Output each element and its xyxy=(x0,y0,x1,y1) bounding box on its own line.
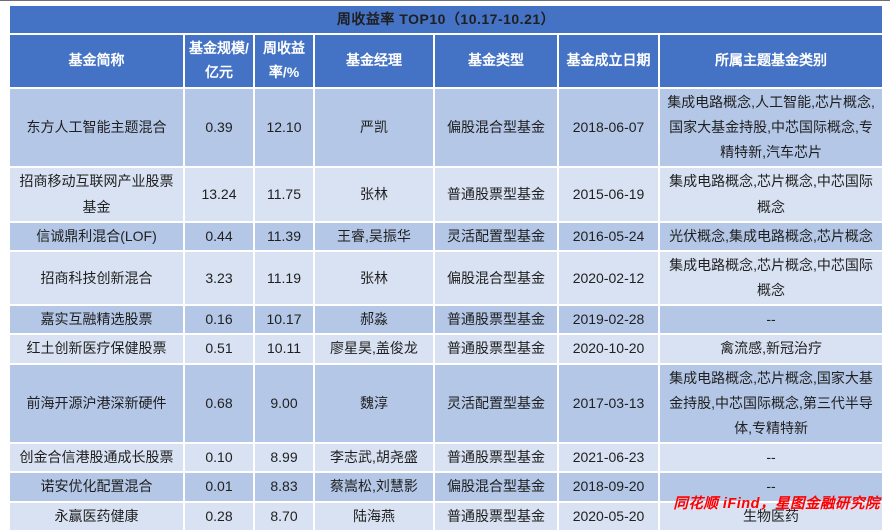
fund-scale-cell: 0.16 xyxy=(183,304,255,336)
fund-manager-cell: 李志武,胡尧盛 xyxy=(313,442,435,474)
col-header-fund-name: 基金简称 xyxy=(8,33,185,89)
fund-name-cell: 招商科技创新混合 xyxy=(8,249,185,307)
col-header-fund-scale: 基金规模/亿元 xyxy=(183,33,255,89)
fund-manager-cell: 陆海燕 xyxy=(313,500,435,532)
weekly-return-cell: 10.17 xyxy=(253,304,315,336)
fund-type-cell: 偏股混合型基金 xyxy=(433,249,559,307)
fund-manager-cell: 郝淼 xyxy=(313,304,435,336)
theme-category-cell: -- xyxy=(657,304,885,336)
weekly-return-cell: 11.19 xyxy=(253,249,315,307)
theme-category-cell: -- xyxy=(657,471,885,503)
fund-manager-cell: 张林 xyxy=(313,249,435,307)
fund-name-cell: 信诚鼎利混合(LOF) xyxy=(8,220,185,252)
fund-type-cell: 普通股票型基金 xyxy=(433,333,559,365)
fund-name-cell: 创金合信港股通成长股票 xyxy=(8,442,185,474)
theme-category-cell: 集成电路概念,芯片概念,国家大基金持股,中芯国际概念,第三代半导体,专精特新 xyxy=(657,362,885,445)
weekly-return-cell: 12.10 xyxy=(253,86,315,169)
data-source-note: 同花顺 iFind，星图金融研究院 xyxy=(673,496,880,512)
fund-type-cell: 偏股混合型基金 xyxy=(433,471,559,503)
fund-type-cell: 普通股票型基金 xyxy=(433,304,559,336)
fund-name-cell: 诺安优化配置混合 xyxy=(8,471,185,503)
fund-scale-cell: 3.23 xyxy=(183,249,255,307)
fund-scale-cell: 0.10 xyxy=(183,442,255,474)
fund-table-container: 周收益率 TOP10（10.17-10.21） 基金简称 基金规模/亿元 周收益… xyxy=(7,3,885,532)
fund-name-cell: 招商移动互联网产业股票基金 xyxy=(8,166,185,223)
fund-type-cell: 普通股票型基金 xyxy=(433,166,559,223)
theme-category-cell: 禽流感,新冠治疗 xyxy=(657,333,885,365)
table-row: 嘉实互融精选股票 0.16 10.17 郝淼 普通股票型基金 2019-02-2… xyxy=(8,304,885,336)
inception-date-cell: 2015-06-19 xyxy=(557,166,660,223)
fund-table: 周收益率 TOP10（10.17-10.21） 基金简称 基金规模/亿元 周收益… xyxy=(7,3,885,532)
fund-scale-cell: 0.28 xyxy=(183,500,255,532)
table-row: 招商移动互联网产业股票基金 13.24 11.75 张林 普通股票型基金 201… xyxy=(8,166,885,223)
fund-scale-cell: 13.24 xyxy=(183,166,255,223)
fund-name-cell: 红土创新医疗保健股票 xyxy=(8,333,185,365)
screenshot-top-edge-line xyxy=(0,0,890,1)
fund-scale-cell: 0.51 xyxy=(183,333,255,365)
col-header-fund-manager: 基金经理 xyxy=(313,33,435,89)
inception-date-cell: 2021-06-23 xyxy=(557,442,660,474)
weekly-return-cell: 11.39 xyxy=(253,220,315,252)
col-header-inception-date: 基金成立日期 xyxy=(557,33,660,89)
table-title: 周收益率 TOP10（10.17-10.21） xyxy=(7,3,885,36)
table-row: 东方人工智能主题混合 0.39 12.10 严凯 偏股混合型基金 2018-06… xyxy=(8,86,885,169)
fund-name-cell: 东方人工智能主题混合 xyxy=(8,86,185,169)
inception-date-cell: 2017-03-13 xyxy=(557,362,660,445)
theme-category-cell: 集成电路概念,人工智能,芯片概念,国家大基金持股,中芯国际概念,专精特新,汽车芯… xyxy=(657,86,885,169)
weekly-return-cell: 9.00 xyxy=(253,362,315,445)
inception-date-cell: 2019-02-28 xyxy=(557,304,660,336)
theme-category-cell: 集成电路概念,芯片概念,中芯国际概念 xyxy=(657,166,885,223)
fund-name-cell: 前海开源沪港深新硬件 xyxy=(8,362,185,445)
inception-date-cell: 2016-05-24 xyxy=(557,220,660,252)
table-row: 红土创新医疗保健股票 0.51 10.11 廖星昊,盖俊龙 普通股票型基金 20… xyxy=(8,333,885,365)
fund-scale-cell: 0.44 xyxy=(183,220,255,252)
fund-scale-cell: 0.01 xyxy=(183,471,255,503)
weekly-return-cell: 8.99 xyxy=(253,442,315,474)
table-header-row: 基金简称 基金规模/亿元 周收益率/% 基金经理 基金类型 基金成立日期 所属主… xyxy=(8,33,885,89)
col-header-theme-category: 所属主题基金类别 xyxy=(657,33,885,89)
inception-date-cell: 2020-10-20 xyxy=(557,333,660,365)
theme-category-cell: 光伏概念,集成电路概念,芯片概念 xyxy=(657,220,885,252)
fund-type-cell: 普通股票型基金 xyxy=(433,500,559,532)
theme-category-cell: 集成电路概念,芯片概念,中芯国际概念 xyxy=(657,249,885,307)
fund-scale-cell: 0.39 xyxy=(183,86,255,169)
table-row: 前海开源沪港深新硬件 0.68 9.00 魏淳 灵活配置型基金 2017-03-… xyxy=(8,362,885,445)
table-row: 信诚鼎利混合(LOF) 0.44 11.39 王睿,吴振华 灵活配置型基金 20… xyxy=(8,220,885,252)
fund-manager-cell: 严凯 xyxy=(313,86,435,169)
fund-manager-cell: 王睿,吴振华 xyxy=(313,220,435,252)
col-header-weekly-return: 周收益率/% xyxy=(253,33,315,89)
col-header-fund-type: 基金类型 xyxy=(433,33,559,89)
table-title-row: 周收益率 TOP10（10.17-10.21） xyxy=(7,3,885,36)
theme-category-cell: -- xyxy=(657,442,885,474)
weekly-return-cell: 8.70 xyxy=(253,500,315,532)
fund-manager-cell: 蔡嵩松,刘慧影 xyxy=(313,471,435,503)
table-row: 招商科技创新混合 3.23 11.19 张林 偏股混合型基金 2020-02-1… xyxy=(8,249,885,307)
inception-date-cell: 2018-09-20 xyxy=(557,471,660,503)
fund-type-cell: 偏股混合型基金 xyxy=(433,86,559,169)
fund-type-cell: 普通股票型基金 xyxy=(433,442,559,474)
fund-manager-cell: 廖星昊,盖俊龙 xyxy=(313,333,435,365)
table-row: 创金合信港股通成长股票 0.10 8.99 李志武,胡尧盛 普通股票型基金 20… xyxy=(8,442,885,474)
fund-scale-cell: 0.68 xyxy=(183,362,255,445)
inception-date-cell: 2020-05-20 xyxy=(557,500,660,532)
fund-name-cell: 永赢医药健康 xyxy=(8,500,185,532)
fund-name-cell: 嘉实互融精选股票 xyxy=(8,304,185,336)
fund-type-cell: 灵活配置型基金 xyxy=(433,362,559,445)
inception-date-cell: 2018-06-07 xyxy=(557,86,660,169)
weekly-return-cell: 8.83 xyxy=(253,471,315,503)
inception-date-cell: 2020-02-12 xyxy=(557,249,660,307)
fund-manager-cell: 魏淳 xyxy=(313,362,435,445)
table-row: 诺安优化配置混合 0.01 8.83 蔡嵩松,刘慧影 偏股混合型基金 2018-… xyxy=(8,471,885,503)
fund-manager-cell: 张林 xyxy=(313,166,435,223)
fund-type-cell: 灵活配置型基金 xyxy=(433,220,559,252)
weekly-return-cell: 11.75 xyxy=(253,166,315,223)
weekly-return-cell: 10.11 xyxy=(253,333,315,365)
